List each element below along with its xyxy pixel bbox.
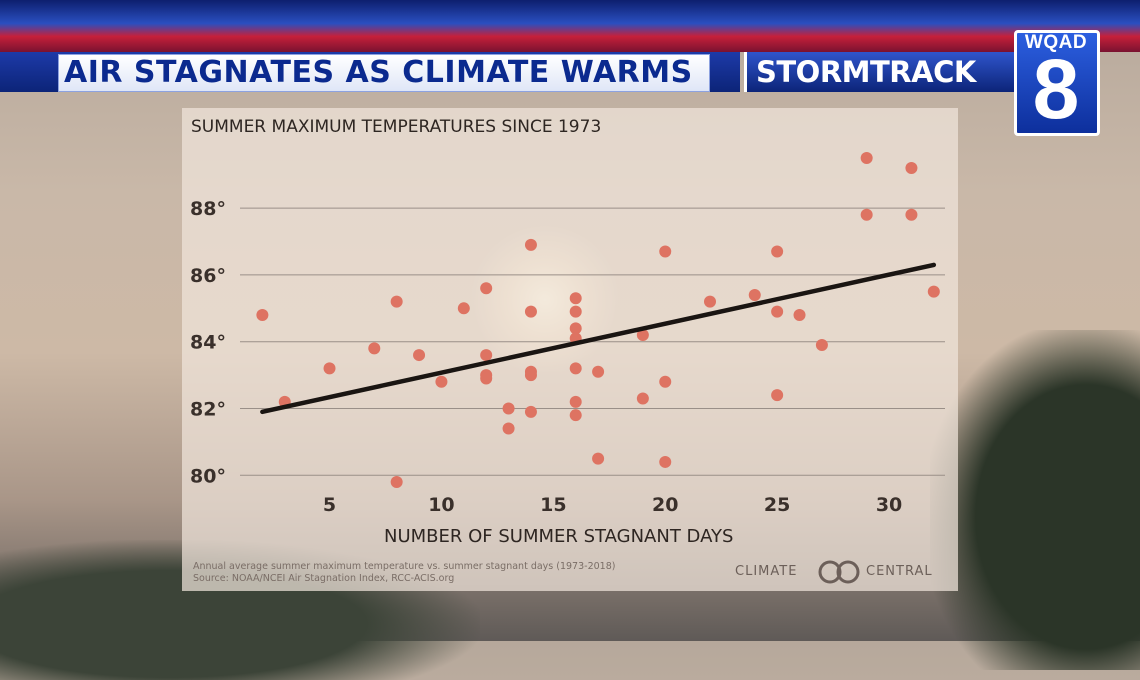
- x-tick-label: 10: [428, 494, 454, 516]
- trendline-layer: [260, 262, 937, 415]
- x-axis-label: NUMBER OF SUMMER STAGNANT DAYS: [384, 526, 734, 547]
- data-point: [592, 452, 605, 465]
- x-tick-label: 5: [323, 494, 336, 516]
- trendline: [260, 262, 937, 415]
- data-point: [659, 245, 672, 258]
- y-tick-label: 80°: [190, 465, 226, 487]
- x-tick-label: 15: [540, 494, 566, 516]
- data-point: [748, 288, 761, 301]
- data-point: [435, 375, 448, 388]
- headline-text: AIR STAGNATES AS CLIMATE WARMS: [64, 55, 693, 90]
- data-point: [569, 322, 582, 335]
- credit-central: CENTRAL: [866, 564, 933, 579]
- data-point: [659, 455, 672, 468]
- station-logo: [1014, 30, 1100, 136]
- data-point: [502, 422, 515, 435]
- x-tick-label: 20: [652, 494, 678, 516]
- data-point: [413, 349, 426, 362]
- data-point: [524, 405, 537, 418]
- footnote-description: Annual average summer maximum temperatur…: [193, 561, 616, 572]
- data-point: [860, 152, 873, 165]
- x-axis-ticks: 5 10 15 20 25 30: [323, 494, 902, 516]
- x-tick-label: 30: [876, 494, 902, 516]
- chart-panel: [182, 108, 958, 591]
- stormtrack-bar: [744, 52, 1037, 92]
- y-axis-ticks: 80° 82° 84° 86° 88°: [190, 198, 226, 487]
- data-point: [524, 305, 537, 318]
- data-point: [390, 295, 403, 308]
- data-point: [524, 238, 537, 251]
- data-point: [704, 295, 716, 308]
- data-point: [569, 362, 582, 375]
- climate-central-logo-icon: [818, 560, 860, 584]
- data-point: [569, 395, 582, 408]
- x-tick-label: 25: [764, 494, 790, 516]
- data-point: [636, 329, 649, 342]
- data-point: [592, 365, 605, 378]
- footnote-source: Source: NOAA/NCEI Air Stagnation Index, …: [193, 573, 455, 584]
- stormtrack-label: STORMTRACK: [756, 55, 976, 89]
- data-point: [524, 369, 537, 382]
- data-point: [502, 402, 515, 415]
- data-point: [457, 302, 470, 315]
- data-point: [256, 308, 269, 321]
- scatter-chart: 80° 82° 84° 86° 88° 5 10 15 20 25 30: [190, 152, 945, 516]
- y-tick-label: 88°: [190, 198, 226, 220]
- data-point: [815, 339, 828, 352]
- data-point: [480, 282, 493, 295]
- y-tick-label: 82°: [190, 399, 226, 421]
- data-point: [771, 305, 784, 318]
- data-point: [659, 375, 672, 388]
- station-number: 8: [1032, 42, 1080, 136]
- data-point: [927, 285, 940, 298]
- y-tick-label: 84°: [190, 332, 226, 354]
- data-point: [569, 292, 582, 305]
- data-point: [569, 305, 582, 318]
- data-point: [636, 392, 649, 405]
- data-point: [905, 208, 918, 221]
- headline-box: [58, 54, 710, 92]
- data-point: [771, 389, 784, 402]
- data-point: [793, 308, 806, 321]
- data-point: [390, 475, 403, 488]
- station-call-letters: WQAD: [1024, 32, 1088, 53]
- credit-climate: CLIMATE: [735, 564, 798, 579]
- data-point: [771, 245, 784, 258]
- y-tick-label: 86°: [190, 265, 226, 287]
- data-point: [480, 372, 493, 385]
- data-point: [860, 208, 873, 221]
- data-point: [368, 342, 381, 355]
- chart-title: SUMMER MAXIMUM TEMPERATURES SINCE 1973: [191, 117, 602, 137]
- broadcast-top-banner: [0, 0, 1140, 52]
- data-point: [905, 162, 918, 175]
- data-point: [480, 349, 493, 362]
- data-point: [323, 362, 336, 375]
- data-points: [256, 152, 940, 488]
- background-trees-right: [930, 330, 1140, 670]
- data-point: [569, 409, 582, 422]
